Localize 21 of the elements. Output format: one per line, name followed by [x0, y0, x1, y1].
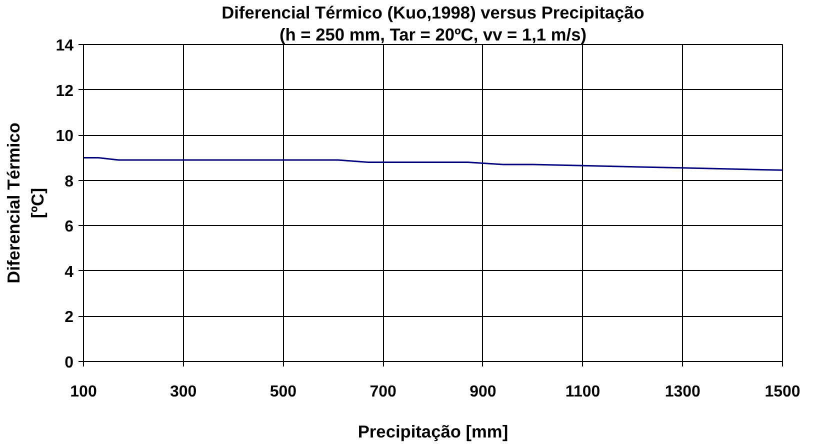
y-tick-label: 6 [64, 218, 74, 236]
x-axis-title: Precipitação [mm] [358, 422, 508, 442]
x-tick-label: 100 [70, 384, 97, 400]
y-axis-title: Diferencial Térmico [ºC] [4, 122, 48, 284]
x-tick-label: 500 [270, 384, 297, 400]
y-tick-label: 2 [64, 309, 74, 326]
chart-subtitle: (h = 250 mm, Tar = 20ºC, vv = 1,1 m/s) [280, 24, 586, 44]
y-tick-label: 8 [64, 173, 74, 190]
x-tick-label: 1500 [764, 384, 800, 400]
y-tick-label: 0 [64, 354, 74, 372]
y-tick-label: 10 [56, 128, 74, 146]
x-tick-label: 700 [370, 384, 397, 400]
x-tick-label: 300 [170, 384, 197, 400]
x-tick-label: 900 [470, 384, 496, 400]
x-tick-label: 1300 [664, 384, 701, 400]
chart-title: Diferencial Térmico (Kuo,1998) versus Precipitação [222, 2, 644, 22]
x-tick-label: 1100 [565, 384, 600, 400]
y-tick-label: 4 [64, 264, 74, 281]
line-series [84, 156, 782, 171]
y-tick-label: 12 [56, 82, 74, 100]
y-tick-label: 14 [56, 38, 74, 54]
